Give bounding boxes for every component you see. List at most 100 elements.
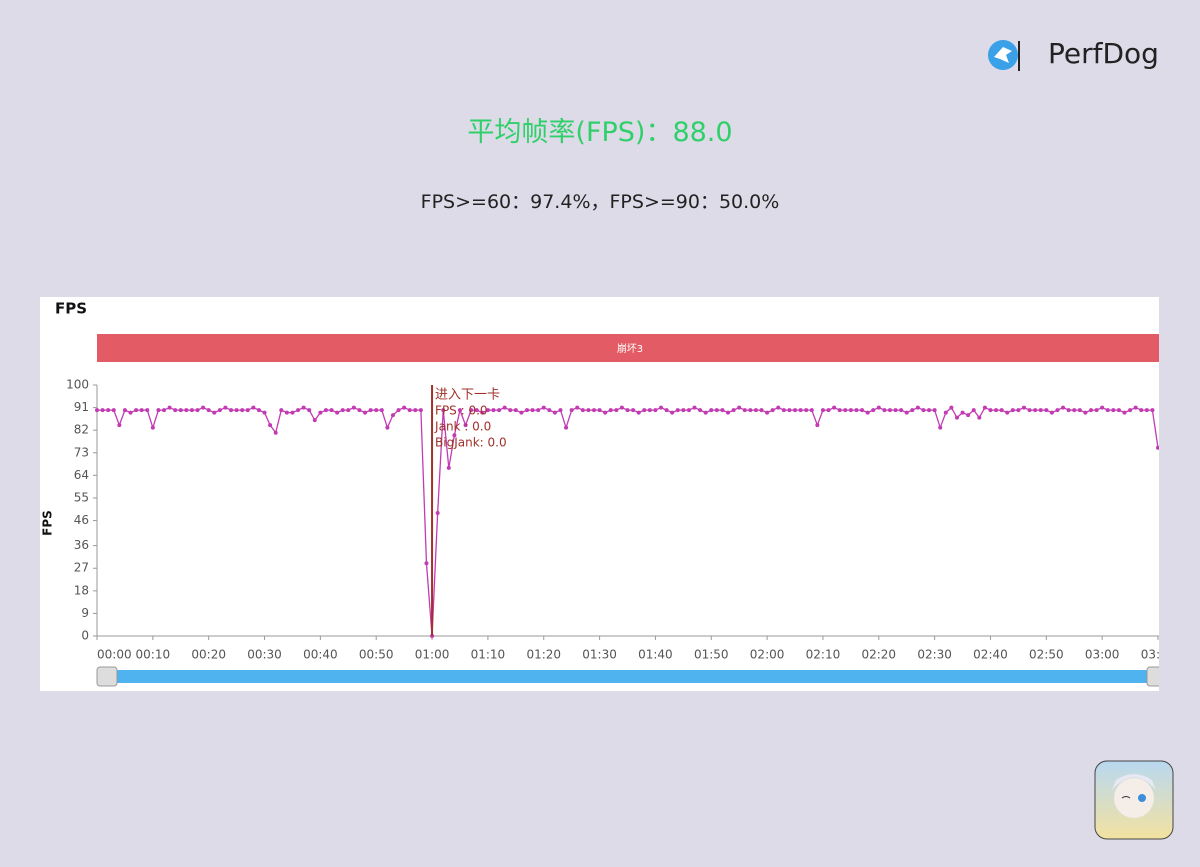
- fps-point: [1088, 408, 1093, 413]
- fps-point: [670, 410, 675, 415]
- fps-point: [1144, 408, 1149, 413]
- fps-point: [156, 408, 161, 413]
- x-tick-label: 01:00: [415, 648, 450, 662]
- fps-point: [530, 408, 535, 413]
- fps-point: [502, 405, 507, 410]
- fps-point: [860, 408, 865, 413]
- fps-point: [212, 410, 217, 415]
- fps-point: [915, 405, 920, 410]
- x-tick-label: 01:30: [582, 648, 617, 662]
- fps-point: [150, 425, 155, 430]
- fps-point: [229, 408, 234, 413]
- fps-point: [201, 405, 206, 410]
- fps-point: [418, 408, 423, 413]
- fps-point: [698, 408, 703, 413]
- x-tick-label: 02:20: [861, 648, 896, 662]
- fps-point: [798, 408, 803, 413]
- fps-point: [681, 408, 686, 413]
- fps-point: [910, 408, 915, 413]
- fps-point: [848, 408, 853, 413]
- fps-point: [122, 408, 127, 413]
- fps-point: [435, 511, 440, 516]
- fps-point: [312, 418, 317, 423]
- fps-point: [1128, 408, 1133, 413]
- fps-point: [943, 410, 948, 415]
- fps-point: [541, 405, 546, 410]
- fps-point: [631, 408, 636, 413]
- fps-point: [876, 405, 881, 410]
- fps-point: [1083, 410, 1088, 415]
- fps-point: [206, 408, 211, 413]
- x-tick-label: 00:30: [247, 648, 282, 662]
- annotation-text: Jank : 0.0: [434, 420, 491, 434]
- fps-point: [625, 408, 630, 413]
- fps-point: [642, 408, 647, 413]
- fps-point: [1139, 408, 1144, 413]
- fps-point: [167, 405, 172, 410]
- y-tick-label: 0: [81, 629, 89, 643]
- fps-point: [1133, 405, 1138, 410]
- fps-point: [1111, 408, 1116, 413]
- y-tick-label: 55: [74, 490, 89, 504]
- zoom-slider[interactable]: [97, 670, 1159, 683]
- fps-point: [446, 465, 451, 470]
- fps-point: [469, 408, 474, 413]
- slider-handle[interactable]: [1146, 666, 1159, 687]
- fps-point: [474, 408, 479, 413]
- x-tick-label: 02:30: [917, 648, 952, 662]
- chart-title: FPS: [55, 300, 87, 318]
- page-subtitle: FPS>=60：97.4%，FPS>=90：50.0%: [420, 191, 780, 213]
- fps-point: [508, 408, 513, 413]
- fps-point: [1010, 408, 1015, 413]
- x-tick-label: 02:40: [973, 648, 1008, 662]
- fps-point: [832, 405, 837, 410]
- fps-point: [329, 408, 334, 413]
- fps-point: [675, 408, 680, 413]
- fps-point: [999, 408, 1004, 413]
- fps-point: [379, 408, 384, 413]
- fps-point: [709, 408, 714, 413]
- fps-point: [781, 408, 786, 413]
- fps-point: [335, 410, 340, 415]
- annotation-text: FPS : 0.0: [435, 404, 488, 418]
- x-tick-label: 01:40: [638, 648, 673, 662]
- fps-point: [809, 408, 814, 413]
- fps-point: [893, 408, 898, 413]
- fps-point: [586, 408, 591, 413]
- y-tick-label: 27: [74, 561, 89, 575]
- fps-point: [234, 408, 239, 413]
- x-tick-label: 00:00: [97, 648, 132, 662]
- fps-point: [636, 410, 641, 415]
- y-tick-label: 73: [74, 445, 89, 459]
- fps-point: [1105, 408, 1110, 413]
- fps-point: [720, 408, 725, 413]
- fps-point: [390, 413, 395, 418]
- fps-point: [279, 408, 284, 413]
- slider-handle[interactable]: [96, 666, 118, 687]
- y-tick-label: 46: [74, 513, 89, 527]
- fps-point: [195, 408, 200, 413]
- fps-point: [491, 408, 496, 413]
- fps-point: [385, 425, 390, 430]
- fps-point: [223, 405, 228, 410]
- fps-point: [340, 408, 345, 413]
- chart: FPS FPS 崩坏3 0 9 18 27 36 46 55 64 73 82 91 100 00:00…: [40, 297, 1159, 691]
- fps-point: [703, 410, 708, 415]
- fps-point: [307, 408, 312, 413]
- fps-point: [139, 408, 144, 413]
- fps-point: [770, 408, 775, 413]
- brand-name: PerfDog: [1048, 37, 1159, 70]
- fps-point: [865, 410, 870, 415]
- fps-point: [804, 408, 809, 413]
- x-tick-label: 01:20: [526, 648, 561, 662]
- fps-point: [1055, 408, 1060, 413]
- fps-point: [765, 410, 770, 415]
- fps-point: [714, 408, 719, 413]
- fps-point: [178, 408, 183, 413]
- fps-point: [647, 408, 652, 413]
- fps-point: [820, 408, 825, 413]
- fps-point: [284, 410, 289, 415]
- fps-point: [971, 408, 976, 413]
- fps-point: [954, 415, 959, 420]
